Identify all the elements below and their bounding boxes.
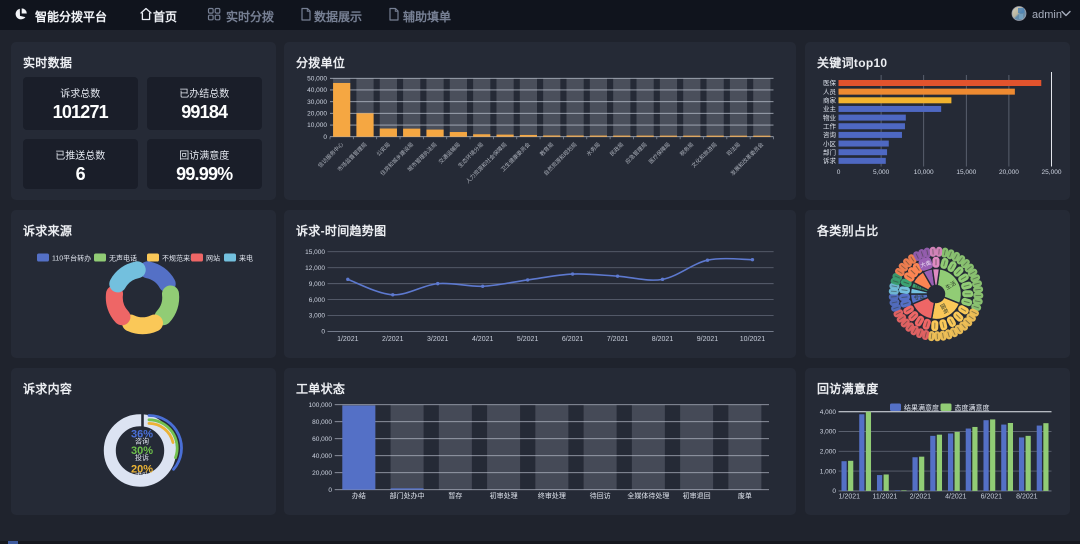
svg-text:9/2021: 9/2021 (697, 336, 719, 343)
svg-text:结果满意度: 结果满意度 (904, 403, 939, 412)
svg-text:40,000: 40,000 (307, 87, 327, 94)
svg-text:求助: 求助 (135, 471, 149, 480)
svg-text:国有: 国有 (914, 282, 928, 293)
svg-text:水务局: 水务局 (585, 140, 602, 157)
svg-text:工作: 工作 (823, 121, 837, 130)
svg-text:0: 0 (328, 487, 332, 494)
svg-text:7/2021: 7/2021 (607, 336, 629, 343)
svg-text:80,000: 80,000 (312, 419, 332, 426)
svg-text:咨询: 咨询 (135, 437, 149, 446)
svg-text:20,000: 20,000 (307, 111, 327, 118)
svg-text:2,000: 2,000 (820, 449, 837, 456)
svg-text:15,000: 15,000 (956, 169, 976, 176)
svg-text:5/2021: 5/2021 (517, 336, 539, 343)
svg-text:咨询: 咨询 (823, 130, 837, 139)
svg-text:11/2021: 11/2021 (872, 494, 897, 501)
svg-text:4/2021: 4/2021 (472, 336, 494, 343)
svg-text:20,000: 20,000 (999, 169, 1019, 176)
svg-text:1/2021: 1/2021 (337, 336, 359, 343)
svg-text:废单: 废单 (738, 491, 752, 500)
svg-text:20,000: 20,000 (312, 470, 332, 477)
svg-text:4,000: 4,000 (820, 409, 837, 416)
svg-text:0: 0 (832, 488, 836, 495)
svg-text:40,000: 40,000 (312, 453, 332, 460)
svg-text:物业: 物业 (823, 113, 837, 122)
svg-text:20%: 20% (131, 464, 153, 476)
svg-text:30,000: 30,000 (307, 99, 327, 106)
svg-text:3,000: 3,000 (820, 429, 837, 436)
svg-text:民政局: 民政局 (608, 140, 625, 157)
svg-text:诉求: 诉求 (823, 156, 837, 165)
svg-text:暂存: 暂存 (448, 491, 462, 500)
svg-text:医保: 医保 (823, 78, 837, 87)
svg-text:6/2021: 6/2021 (981, 494, 1003, 501)
svg-text:来电: 来电 (239, 254, 253, 263)
svg-text:专送: 专送 (913, 292, 926, 302)
svg-text:应急管理局: 应急管理局 (623, 140, 648, 165)
svg-text:不规范来电: 不规范来电 (162, 254, 197, 263)
svg-text:人力资源和社会保障局: 人力资源和社会保障局 (464, 140, 509, 185)
svg-text:税务局: 税务局 (678, 140, 695, 157)
svg-text:投诉: 投诉 (135, 453, 149, 462)
svg-text:1/2021: 1/2021 (839, 494, 861, 501)
svg-text:办结: 办结 (352, 491, 366, 500)
svg-text:部门: 部门 (823, 147, 836, 156)
svg-text:初审退回: 初审退回 (683, 491, 711, 500)
svg-text:司法局: 司法局 (725, 140, 742, 157)
svg-text:全媒体待处理: 全媒体待处理 (627, 491, 669, 500)
svg-text:4/2021: 4/2021 (945, 494, 967, 501)
svg-text:110平台转办: 110平台转办 (52, 254, 91, 263)
svg-text:待回访: 待回访 (590, 491, 611, 500)
svg-text:60,000: 60,000 (312, 436, 332, 443)
svg-text:15,000: 15,000 (305, 249, 325, 256)
svg-text:交通运输局: 交通运输局 (437, 140, 462, 165)
svg-text:商家: 商家 (823, 96, 837, 105)
svg-text:5,000: 5,000 (873, 169, 890, 176)
svg-text:100,000: 100,000 (309, 402, 333, 409)
svg-text:0: 0 (323, 134, 327, 141)
svg-text:终审处理: 终审处理 (538, 491, 566, 500)
svg-text:部门处办中: 部门处办中 (390, 491, 425, 500)
svg-text:人员: 人员 (823, 88, 837, 96)
svg-text:9,000: 9,000 (309, 281, 326, 288)
svg-text:0: 0 (321, 329, 325, 336)
svg-text:30%: 30% (131, 445, 153, 457)
svg-text:10/2021: 10/2021 (740, 336, 765, 343)
svg-text:大类: 大类 (919, 258, 932, 269)
svg-text:36%: 36% (131, 429, 153, 441)
svg-text:2/2021: 2/2021 (910, 494, 932, 501)
svg-text:10,000: 10,000 (307, 122, 327, 129)
svg-text:2/2021: 2/2021 (382, 336, 404, 343)
svg-text:医疗保障局: 医疗保障局 (647, 140, 672, 165)
svg-text:3/2021: 3/2021 (427, 336, 449, 343)
svg-text:25,000: 25,000 (1042, 169, 1062, 176)
svg-text:8/2021: 8/2021 (652, 336, 674, 343)
svg-text:网站: 网站 (206, 254, 220, 263)
svg-text:3,000: 3,000 (309, 313, 326, 320)
svg-text:初审处理: 初审处理 (490, 491, 518, 500)
svg-text:小区: 小区 (823, 139, 837, 148)
svg-text:教育局: 教育局 (538, 140, 555, 157)
svg-text:态度满意度: 态度满意度 (955, 403, 990, 412)
svg-text:50,000: 50,000 (307, 76, 327, 83)
svg-text:12,000: 12,000 (305, 265, 325, 272)
svg-text:业主: 业主 (823, 104, 837, 113)
svg-text:0: 0 (837, 169, 841, 176)
svg-text:6,000: 6,000 (309, 297, 326, 304)
svg-text:6/2021: 6/2021 (562, 336, 584, 343)
svg-text:8/2021: 8/2021 (1016, 494, 1038, 501)
svg-text:10,000: 10,000 (914, 169, 934, 176)
svg-text:无声电话: 无声电话 (109, 254, 137, 263)
svg-text:公安局: 公安局 (374, 140, 391, 157)
svg-text:1,000: 1,000 (820, 468, 837, 475)
